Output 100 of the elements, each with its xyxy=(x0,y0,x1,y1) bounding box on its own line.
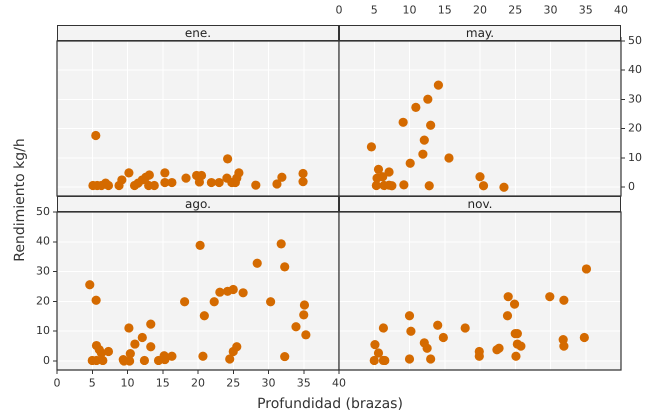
x-tick-label: 30 xyxy=(262,376,276,390)
point xyxy=(232,342,242,352)
point xyxy=(276,239,286,248)
point xyxy=(104,180,114,190)
x-tick-label: 20 xyxy=(473,3,487,16)
point xyxy=(516,342,526,351)
point xyxy=(475,172,485,182)
point xyxy=(140,356,150,366)
x-tick-label: 25 xyxy=(508,3,522,16)
chart-title: nov. xyxy=(339,196,621,212)
point xyxy=(198,352,208,361)
point xyxy=(398,118,408,127)
point xyxy=(272,179,282,189)
point xyxy=(460,323,470,333)
point xyxy=(370,340,380,350)
y-tick-label: 10 xyxy=(628,150,642,164)
y-axis-title: Rendimiento kg/h xyxy=(12,138,28,262)
x-tick-label: 40 xyxy=(332,376,346,390)
y-tick-label: 50 xyxy=(628,34,642,47)
point xyxy=(580,332,589,342)
point xyxy=(366,142,376,152)
point xyxy=(167,178,177,188)
x-tick-label: 5 xyxy=(88,376,96,390)
point xyxy=(378,172,388,182)
point xyxy=(280,352,290,362)
point xyxy=(98,356,108,366)
y-tick-label: 40 xyxy=(36,234,50,248)
point xyxy=(144,170,154,180)
y-tick-label: 0 xyxy=(43,354,50,367)
point xyxy=(251,180,260,190)
x-tick-label: 40 xyxy=(614,3,628,16)
point xyxy=(228,284,238,294)
x-tick-label: 5 xyxy=(370,3,378,16)
point xyxy=(266,297,276,306)
point xyxy=(582,264,592,274)
point xyxy=(399,180,408,190)
point xyxy=(300,300,310,310)
point xyxy=(215,288,224,297)
point xyxy=(545,292,554,302)
point xyxy=(504,292,513,302)
x-tick-label: 30 xyxy=(544,3,558,16)
x-tick-label: 0 xyxy=(54,376,60,390)
point xyxy=(298,168,308,178)
point xyxy=(117,175,126,185)
point xyxy=(210,297,219,306)
point xyxy=(511,352,521,361)
x-tick-label: 15 xyxy=(156,376,170,390)
point xyxy=(510,300,520,309)
point xyxy=(374,348,384,358)
point xyxy=(433,320,442,330)
x-tick-label: 35 xyxy=(578,3,593,16)
point xyxy=(160,168,170,178)
point xyxy=(502,311,512,320)
y-tick-label: 20 xyxy=(36,294,50,308)
x-tick-label: 15 xyxy=(438,3,452,16)
point xyxy=(146,319,156,329)
point xyxy=(404,354,414,364)
x-tick-label: 0 xyxy=(336,3,342,16)
point xyxy=(124,168,134,178)
x-tick-label: 25 xyxy=(226,376,240,390)
y-tick-label: 0 xyxy=(628,180,635,194)
point xyxy=(499,182,509,192)
y-tick-label: 20 xyxy=(628,122,642,135)
point xyxy=(370,356,379,366)
y-tick-label: 30 xyxy=(36,264,50,278)
y-tick-label: 50 xyxy=(36,204,50,218)
x-axis-title: Profundidad (brazas) xyxy=(256,396,404,412)
point xyxy=(559,342,568,351)
point xyxy=(138,332,147,342)
point xyxy=(423,94,432,104)
point xyxy=(299,310,308,320)
point xyxy=(438,332,448,342)
point xyxy=(424,181,434,190)
point xyxy=(92,296,101,305)
point xyxy=(291,322,301,332)
point xyxy=(130,339,140,349)
point xyxy=(374,164,384,174)
point xyxy=(422,344,432,353)
x-tick-label: 10 xyxy=(120,376,134,390)
point xyxy=(411,102,420,112)
point xyxy=(406,158,415,168)
point xyxy=(372,180,381,190)
point xyxy=(277,172,286,182)
y-tick-label: 10 xyxy=(36,324,50,338)
point xyxy=(206,178,216,188)
point xyxy=(225,354,234,364)
chart-title: may. xyxy=(339,25,621,41)
point xyxy=(85,280,94,290)
point xyxy=(252,258,262,268)
point xyxy=(426,354,436,364)
point xyxy=(181,174,191,183)
point xyxy=(200,311,209,320)
x-tick-label: 10 xyxy=(402,3,416,16)
point xyxy=(196,240,205,250)
point xyxy=(301,330,310,340)
point xyxy=(298,177,308,186)
point xyxy=(167,352,177,361)
point xyxy=(280,262,290,272)
point xyxy=(559,296,568,305)
point xyxy=(238,288,248,298)
